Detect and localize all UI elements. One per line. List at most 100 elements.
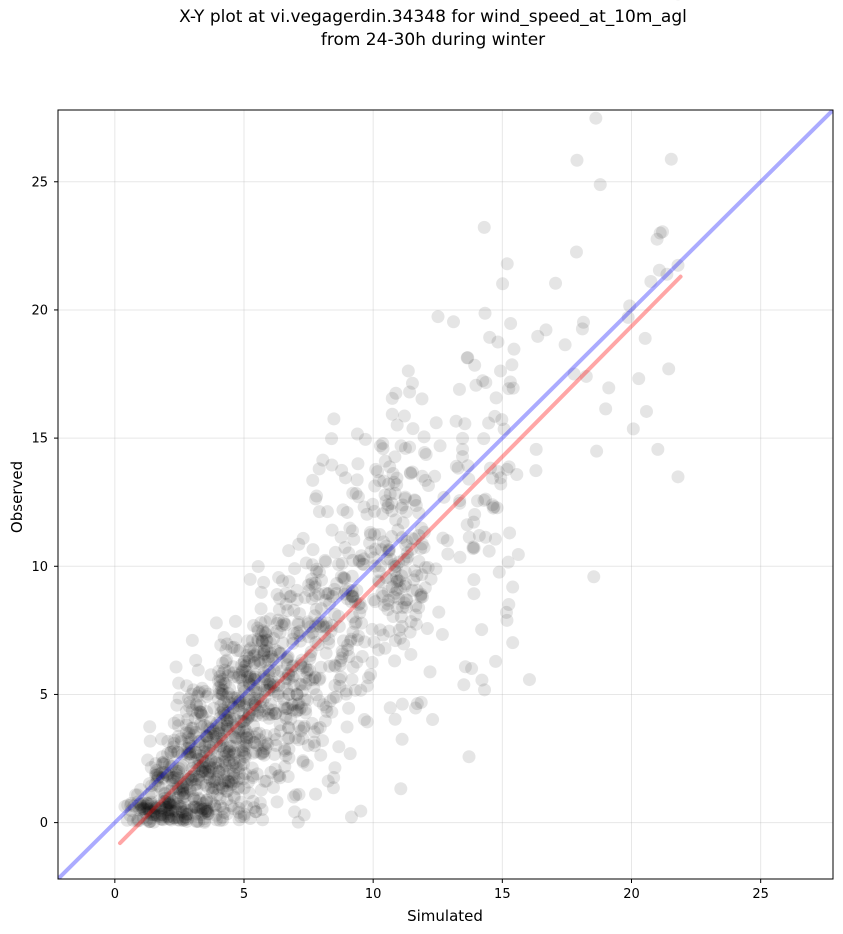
data-point [177, 786, 191, 800]
data-point [216, 782, 230, 796]
data-point [409, 617, 423, 631]
data-point [168, 802, 182, 816]
data-point [395, 501, 409, 515]
data-point [317, 620, 331, 634]
data-point [236, 673, 250, 687]
data-point [271, 769, 285, 783]
data-point [391, 574, 405, 588]
data-point [289, 704, 303, 718]
data-point [176, 784, 190, 798]
data-point [195, 708, 209, 722]
data-point [203, 765, 217, 779]
data-point [489, 391, 503, 405]
data-point [336, 571, 350, 585]
data-point [179, 726, 193, 740]
data-point [279, 597, 293, 611]
data-point [457, 678, 471, 692]
data-point [174, 799, 188, 813]
data-point [135, 803, 149, 817]
data-point [265, 650, 279, 664]
data-point [222, 756, 236, 770]
data-point [345, 569, 359, 583]
data-point [385, 572, 399, 586]
data-point [248, 673, 262, 687]
data-point [148, 777, 162, 791]
data-point [140, 813, 154, 827]
data-point [639, 404, 653, 418]
data-point [197, 812, 211, 826]
data-point [500, 613, 514, 627]
data-point [118, 799, 132, 813]
data-point [248, 685, 262, 699]
data-point [287, 626, 301, 640]
data-point [495, 413, 509, 427]
data-point [263, 680, 277, 694]
data-point [167, 770, 181, 784]
data-point [170, 768, 184, 782]
data-point [181, 731, 195, 745]
data-point [388, 712, 402, 726]
data-point [212, 724, 226, 738]
data-point [147, 815, 161, 829]
data-point [180, 679, 194, 693]
data-point [247, 801, 261, 815]
data-point [306, 543, 320, 557]
x-tick-label: 10 [365, 887, 382, 902]
data-point [219, 784, 233, 798]
data-point [284, 663, 298, 677]
data-point [241, 711, 255, 725]
data-point [492, 565, 506, 579]
data-point [338, 541, 352, 555]
data-point [341, 638, 355, 652]
data-point [139, 806, 153, 820]
data-point [286, 632, 300, 646]
data-point [235, 744, 249, 758]
data-point [218, 677, 232, 691]
data-point [203, 772, 217, 786]
data-point [324, 624, 338, 638]
data-point [301, 663, 315, 677]
data-point [258, 683, 272, 697]
data-point [205, 762, 219, 776]
data-point [308, 588, 322, 602]
data-point [335, 651, 349, 665]
data-point [407, 573, 421, 587]
y-tick-label: 20 [31, 303, 48, 318]
data-point [341, 583, 355, 597]
data-point [334, 654, 348, 668]
data-point [248, 692, 262, 706]
data-point [195, 720, 209, 734]
data-point [478, 306, 492, 320]
data-point [354, 601, 368, 615]
data-point [340, 720, 354, 734]
data-point [351, 629, 365, 643]
data-point [267, 680, 281, 694]
data-point [290, 687, 304, 701]
data-point [458, 660, 472, 674]
data-point [239, 697, 253, 711]
data-point [136, 802, 150, 816]
data-point [185, 721, 199, 735]
data-point [254, 693, 268, 707]
data-point [261, 650, 275, 664]
data-point [244, 672, 258, 686]
data-point [148, 799, 162, 813]
data-point [229, 760, 243, 774]
data-point [238, 714, 252, 728]
data-point [292, 719, 306, 733]
data-point [247, 655, 261, 669]
data-point [221, 774, 235, 788]
data-point [351, 598, 365, 612]
data-point [142, 777, 156, 791]
data-point [311, 722, 325, 736]
data-point [405, 376, 419, 390]
data-point [232, 771, 246, 785]
data-point [399, 593, 413, 607]
data-point [239, 658, 253, 672]
data-point [190, 801, 204, 815]
data-point [433, 439, 447, 453]
data-point [163, 790, 177, 804]
data-point [285, 697, 299, 711]
data-point [337, 571, 351, 585]
data-point [272, 571, 286, 585]
